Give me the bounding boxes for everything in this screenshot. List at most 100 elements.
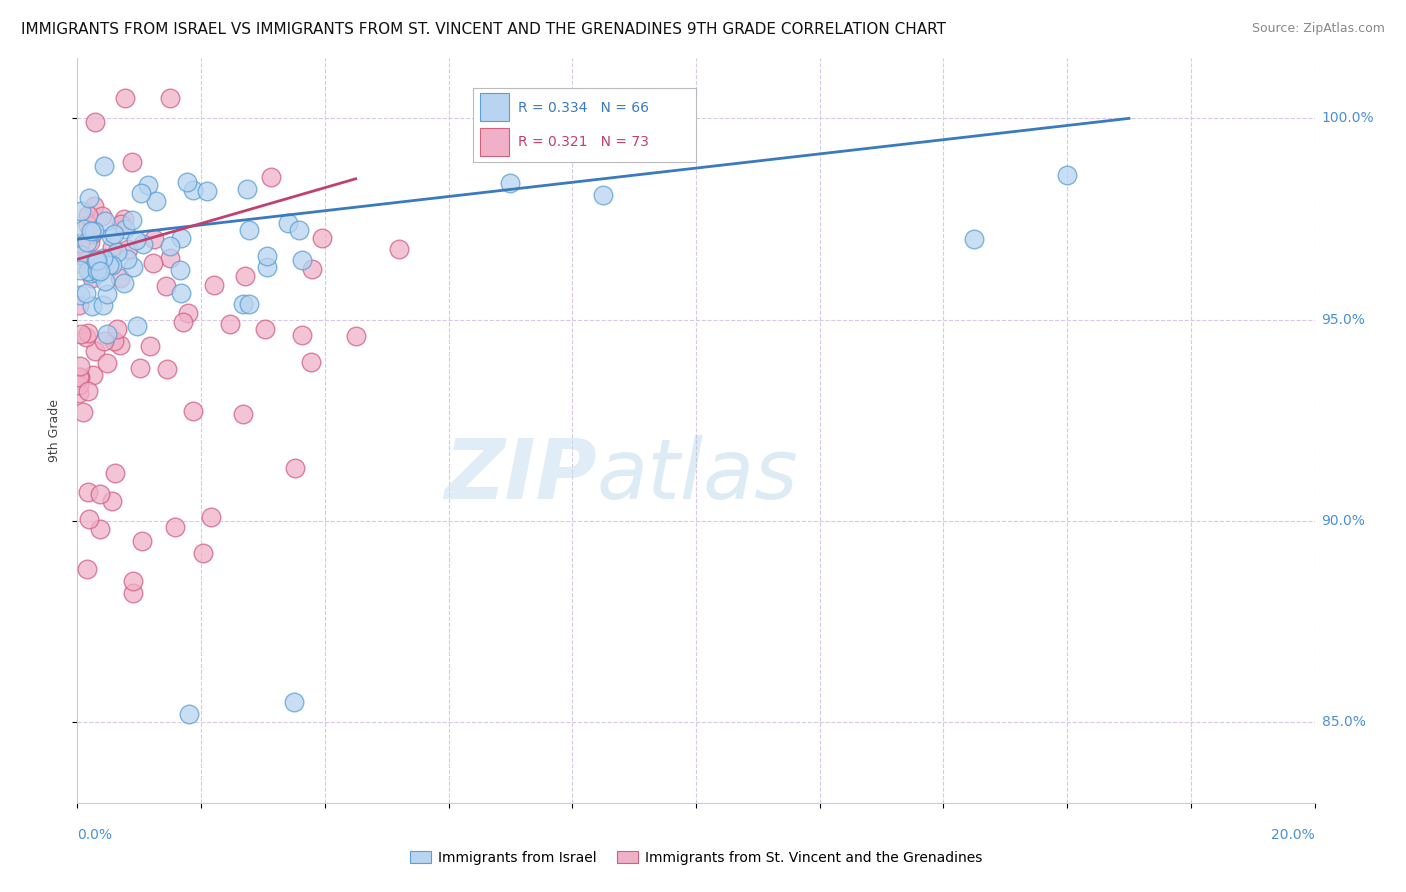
Point bbox=[127, 319, 149, 334]
Point bbox=[83, 344, 105, 359]
Point bbox=[105, 244, 128, 259]
Point bbox=[592, 188, 614, 202]
Point bbox=[145, 194, 167, 208]
Point bbox=[77, 485, 100, 500]
Text: atlas: atlas bbox=[598, 434, 799, 516]
Text: 85.0%: 85.0% bbox=[1322, 715, 1365, 730]
Point bbox=[80, 299, 103, 313]
Point bbox=[117, 243, 139, 257]
Point bbox=[159, 252, 181, 266]
Point bbox=[256, 260, 278, 275]
Point bbox=[67, 378, 90, 392]
Point bbox=[388, 242, 411, 256]
Point bbox=[89, 522, 111, 536]
Point bbox=[170, 231, 193, 245]
Point bbox=[132, 237, 155, 252]
Point bbox=[69, 256, 91, 270]
Point bbox=[233, 268, 256, 283]
Point bbox=[104, 466, 127, 480]
Point bbox=[112, 276, 135, 290]
Point bbox=[299, 355, 322, 369]
Point bbox=[108, 338, 131, 352]
Point bbox=[86, 252, 108, 267]
Point bbox=[172, 315, 194, 329]
Point bbox=[499, 176, 522, 190]
Point bbox=[163, 519, 186, 533]
Point bbox=[121, 574, 143, 589]
Point bbox=[177, 707, 200, 722]
Point bbox=[96, 326, 118, 341]
Point bbox=[72, 405, 94, 419]
Point bbox=[76, 235, 98, 249]
Point bbox=[67, 298, 90, 312]
Text: 95.0%: 95.0% bbox=[1322, 313, 1365, 326]
Point bbox=[155, 278, 177, 293]
Point bbox=[288, 223, 311, 237]
Point bbox=[143, 232, 166, 246]
Point bbox=[79, 512, 101, 526]
Point bbox=[114, 91, 136, 105]
Point bbox=[232, 297, 254, 311]
Point bbox=[125, 233, 148, 247]
Point bbox=[67, 247, 90, 261]
Point bbox=[90, 209, 112, 223]
Point bbox=[82, 368, 104, 382]
Point bbox=[121, 213, 143, 227]
Point bbox=[177, 306, 200, 320]
Point bbox=[72, 222, 94, 236]
Point bbox=[254, 322, 277, 336]
Point bbox=[93, 334, 115, 348]
Point bbox=[80, 270, 103, 285]
Point bbox=[114, 222, 136, 236]
Point bbox=[284, 461, 307, 475]
Point bbox=[76, 562, 98, 576]
Point bbox=[76, 219, 98, 233]
Point bbox=[96, 356, 118, 370]
Point bbox=[122, 586, 145, 600]
Point bbox=[301, 261, 323, 276]
Point bbox=[69, 204, 91, 219]
Point bbox=[1056, 168, 1078, 182]
Point bbox=[122, 260, 145, 275]
Point bbox=[136, 178, 159, 193]
Point bbox=[69, 359, 91, 373]
Legend: Immigrants from Israel, Immigrants from St. Vincent and the Grenadines: Immigrants from Israel, Immigrants from … bbox=[404, 846, 988, 871]
Point bbox=[76, 263, 98, 277]
Point bbox=[70, 327, 93, 342]
Point bbox=[69, 248, 91, 262]
Point bbox=[100, 240, 122, 254]
Point bbox=[963, 232, 986, 246]
Point bbox=[100, 229, 122, 244]
Point bbox=[138, 339, 160, 353]
Point bbox=[129, 186, 152, 200]
Point bbox=[195, 184, 218, 198]
Point bbox=[142, 256, 165, 270]
Y-axis label: 9th Grade: 9th Grade bbox=[48, 399, 60, 462]
Point bbox=[159, 91, 181, 105]
Point bbox=[169, 263, 191, 277]
Text: IMMIGRANTS FROM ISRAEL VS IMMIGRANTS FROM ST. VINCENT AND THE GRENADINES 9TH GRA: IMMIGRANTS FROM ISRAEL VS IMMIGRANTS FRO… bbox=[21, 22, 946, 37]
Point bbox=[83, 224, 105, 238]
Point bbox=[101, 493, 124, 508]
Point bbox=[290, 327, 312, 342]
Point bbox=[170, 286, 193, 301]
Point bbox=[204, 278, 226, 293]
Point bbox=[291, 253, 314, 268]
Point bbox=[69, 263, 91, 277]
Point bbox=[93, 298, 115, 312]
Point bbox=[69, 235, 91, 250]
Point bbox=[260, 170, 283, 185]
Point bbox=[91, 255, 114, 269]
Text: 20.0%: 20.0% bbox=[1271, 828, 1315, 842]
Point bbox=[110, 271, 132, 285]
Point bbox=[94, 274, 117, 288]
Point bbox=[76, 326, 98, 340]
Point bbox=[80, 227, 103, 242]
Point bbox=[84, 253, 107, 268]
Text: 90.0%: 90.0% bbox=[1322, 514, 1365, 528]
Point bbox=[98, 258, 121, 272]
Point bbox=[256, 249, 278, 263]
Point bbox=[79, 235, 101, 249]
Point bbox=[236, 181, 259, 195]
Point bbox=[86, 259, 108, 273]
